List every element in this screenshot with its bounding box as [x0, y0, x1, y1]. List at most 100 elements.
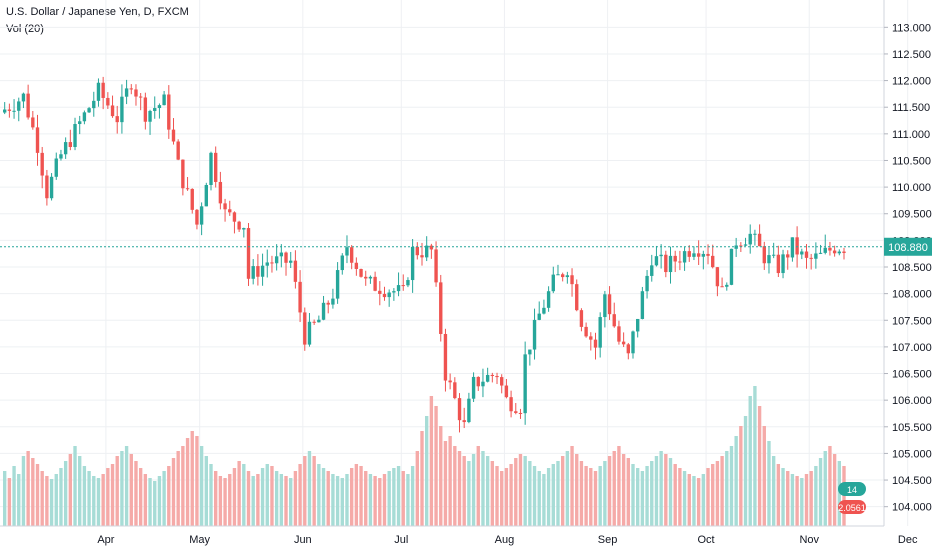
volume-bar	[514, 458, 518, 526]
candle-body	[218, 181, 223, 204]
candle-body	[63, 142, 68, 155]
volume-bar	[776, 464, 781, 526]
candle-body	[354, 262, 359, 269]
candle-body	[21, 93, 26, 102]
candle-body	[743, 244, 748, 246]
volume-bar	[237, 461, 241, 526]
y-tick-label: 106.000	[892, 395, 932, 407]
volume-bar	[63, 461, 68, 526]
volume-bar	[771, 456, 776, 526]
candle-body	[78, 121, 82, 125]
candle-body	[223, 203, 227, 210]
candle-body	[612, 314, 616, 327]
volume-bar	[171, 458, 176, 526]
volume-bar	[593, 471, 598, 526]
candle-body	[711, 255, 715, 268]
y-tick-label: 110.500	[892, 155, 931, 167]
volume-bar	[364, 471, 368, 526]
candle-body	[528, 349, 532, 355]
candle-body	[842, 251, 846, 253]
volume-bar	[729, 446, 734, 526]
candle-body	[368, 276, 373, 279]
volume-bar	[584, 466, 588, 526]
candle-body	[809, 257, 813, 259]
volume-bar	[495, 466, 499, 526]
volume-bar	[256, 474, 260, 526]
candle-body	[45, 175, 49, 199]
candle-body	[462, 420, 466, 423]
candle-body	[668, 255, 673, 273]
candle-body	[626, 344, 630, 354]
volume-bar	[603, 461, 607, 526]
candle-body	[7, 109, 12, 111]
candle-body	[190, 188, 194, 210]
volume-bar	[687, 474, 691, 526]
candle-body	[804, 251, 809, 258]
volume-bar	[434, 406, 438, 526]
candle-body	[209, 152, 213, 186]
candle-body	[317, 319, 321, 323]
volume-bar	[696, 478, 701, 526]
volume-bar	[654, 456, 659, 526]
candle-body	[537, 313, 541, 320]
volume-bar	[645, 466, 649, 526]
y-tick-label: 108.000	[892, 289, 932, 301]
last-price-badge	[884, 237, 932, 256]
candle-body	[832, 250, 837, 254]
candle-body	[101, 82, 105, 98]
volume-bar	[181, 446, 185, 526]
candle-body	[143, 97, 148, 122]
volume-bar	[711, 464, 715, 526]
volume-bar	[659, 451, 663, 526]
volume-bar	[509, 464, 513, 526]
candle-body	[59, 154, 63, 159]
candle-body	[471, 376, 476, 399]
volume-bar	[199, 446, 204, 526]
volume-bar	[804, 474, 809, 526]
candle-body	[307, 321, 312, 345]
volume-bar	[832, 454, 837, 526]
candle-body	[87, 108, 91, 113]
volume-bar	[612, 451, 616, 526]
candle-body	[589, 336, 593, 340]
volume-bar	[195, 436, 199, 526]
volume-bar	[842, 466, 846, 526]
candle-body	[551, 274, 555, 292]
candle-body	[631, 331, 635, 354]
volume-bar	[762, 426, 766, 526]
volume-bar	[232, 468, 237, 526]
candle-body	[490, 374, 495, 376]
candle-body	[270, 262, 274, 264]
candle-body	[312, 321, 316, 323]
y-tick-label: 105.000	[892, 448, 932, 460]
candle-body	[396, 285, 401, 292]
volume-bar	[406, 474, 410, 526]
candle-body	[448, 380, 452, 383]
volume-bar	[485, 456, 490, 526]
candle-body	[401, 285, 405, 287]
volume-bar	[317, 464, 321, 526]
y-tick-label: 106.500	[892, 369, 932, 381]
candle-body	[509, 397, 513, 412]
candle-body	[439, 282, 443, 334]
volume-bar	[373, 476, 377, 526]
x-tick-label: Jul	[394, 534, 408, 546]
candle-body	[546, 291, 551, 308]
candle-body	[598, 317, 602, 348]
candle-body	[40, 152, 44, 176]
volume-bar	[270, 466, 274, 526]
volume-bar	[265, 464, 269, 526]
candle-body	[289, 260, 293, 263]
volume-bar	[321, 468, 326, 526]
volume-bar	[575, 454, 579, 526]
candle-body	[54, 158, 58, 177]
candle-body	[17, 101, 21, 111]
volume-bar	[214, 471, 218, 526]
candle-body	[542, 307, 546, 314]
volume-tag-badge	[838, 500, 866, 514]
volume-bar	[307, 451, 312, 526]
volume-bar	[26, 451, 30, 526]
volume-indicator-label: Vol (20)	[6, 23, 44, 35]
volume-tag-text: 14	[847, 485, 857, 495]
